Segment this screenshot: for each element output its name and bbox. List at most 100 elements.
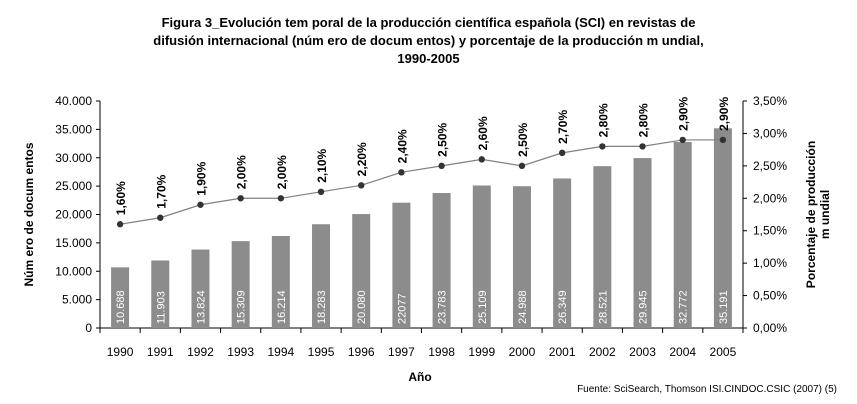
line-label: 1,70%	[154, 174, 168, 208]
y2-axis-title-line: m undial	[818, 190, 832, 239]
line-point	[317, 188, 325, 195]
x-tick-label: 2000	[509, 345, 536, 359]
series-line	[119, 139, 723, 225]
x-tick-label: 1991	[147, 345, 174, 359]
line-point	[599, 143, 606, 150]
x-tick-label: 1999	[468, 345, 495, 359]
line-point	[719, 136, 727, 144]
x-tick-label: 2004	[669, 345, 696, 359]
x-tick-label: 1997	[388, 345, 415, 359]
line-point	[197, 201, 204, 208]
x-tick-label: 1995	[308, 345, 335, 359]
line-point	[398, 169, 405, 176]
bar	[151, 260, 170, 328]
line-label: 2,60%	[476, 116, 490, 150]
chart-title: Figura 3_Evolución tem poral de la produ…	[0, 14, 857, 68]
y-axis-title: Núm ero de docum entos	[22, 142, 36, 286]
bar-label: 29.945	[638, 290, 650, 324]
bar	[392, 202, 411, 328]
y-tick-label: 30.000	[55, 151, 92, 165]
y2-tick-label: 3,50%	[753, 94, 787, 108]
title-line: Figura 3_Evolución tem poral de la produ…	[161, 15, 696, 30]
y2-axis-title-line: Porcentaje de producción	[804, 141, 818, 288]
y2-tick-label: 3,00%	[753, 126, 787, 140]
x-axis-title: Año	[408, 370, 431, 384]
line-label: 2,50%	[516, 123, 530, 157]
bar-label: 22077	[396, 293, 408, 324]
y2-tick-label: 1,50%	[753, 224, 787, 238]
line-label: 2,10%	[315, 148, 329, 182]
source-note: Fuente: SciSearch, Thomson ISI.CINDOC.CS…	[577, 384, 837, 395]
y2-tick-label: 2,00%	[753, 191, 787, 205]
line-point	[157, 214, 164, 221]
x-tick-label: 2002	[589, 345, 616, 359]
bar	[111, 267, 130, 328]
y-tick-label: 20.000	[55, 208, 92, 222]
bar-label: 26.349	[557, 290, 569, 324]
bar-label: 35.191	[718, 290, 730, 324]
line-label: 2,00%	[235, 155, 249, 189]
bar-label: 24.988	[517, 290, 529, 324]
line-point	[518, 162, 526, 170]
x-tick-label: 1992	[187, 345, 214, 359]
line-point	[639, 143, 646, 150]
x-tick-label: 2005	[710, 345, 737, 359]
bar	[432, 193, 451, 328]
line-label: 2,50%	[436, 123, 450, 157]
bar-label: 10.688	[115, 290, 127, 324]
bar	[231, 241, 250, 328]
line-point	[679, 136, 686, 144]
x-tick-label: 1990	[107, 345, 134, 359]
bar	[593, 166, 612, 328]
line-label: 2,00%	[275, 155, 289, 189]
line-point	[438, 162, 445, 170]
bar	[633, 158, 652, 328]
y-tick-label: 10.000	[55, 264, 92, 278]
line-point	[277, 195, 285, 202]
y-tick-label: 25.000	[55, 179, 92, 193]
bar-label: 23.783	[437, 290, 449, 324]
x-tick-label: 1994	[267, 345, 294, 359]
bar	[352, 214, 371, 328]
line-point	[358, 182, 365, 189]
x-tick-label: 1998	[428, 345, 455, 359]
line-label: 1,60%	[114, 181, 128, 215]
line-point	[237, 195, 244, 202]
line-label: 2,40%	[395, 129, 409, 163]
line-label: 2,90%	[677, 97, 691, 131]
y2-tick-label: 0,00%	[753, 321, 787, 335]
y-tick-label: 35.000	[55, 122, 92, 136]
bar-label: 32.772	[678, 290, 690, 324]
y-tick-label: 5.000	[62, 293, 92, 307]
bar	[512, 186, 531, 328]
y2-tick-label: 2,50%	[753, 159, 787, 173]
bar-label: 25.109	[477, 290, 489, 324]
bar-label: 15.309	[236, 290, 248, 324]
bar-label: 13.824	[195, 290, 207, 324]
title-line: 1990-2005	[397, 51, 460, 66]
bar	[312, 224, 331, 328]
title-line: difusión internacional (núm ero de docum…	[153, 33, 704, 48]
bar	[673, 142, 692, 328]
line-label: 2,70%	[556, 110, 570, 144]
line-point	[558, 149, 566, 157]
y2-tick-label: 0,50%	[753, 289, 787, 303]
line-point	[478, 156, 485, 163]
bar	[553, 178, 572, 328]
bar	[271, 235, 290, 328]
bar-label: 11.903	[155, 291, 167, 324]
line-label: 1,90%	[194, 161, 208, 195]
y2-tick-label: 1,00%	[753, 256, 787, 270]
line-label: 2,20%	[355, 142, 369, 176]
bar	[191, 249, 210, 328]
y-tick-label: 40.000	[55, 94, 92, 108]
line-point	[116, 221, 124, 228]
x-tick-label: 1996	[348, 345, 375, 359]
y-tick-label: 15.000	[55, 236, 92, 250]
bar-label: 18.283	[316, 290, 328, 324]
y-tick-label: 0	[85, 321, 92, 335]
bar	[713, 128, 732, 328]
bar-label: 28.521	[597, 290, 609, 324]
